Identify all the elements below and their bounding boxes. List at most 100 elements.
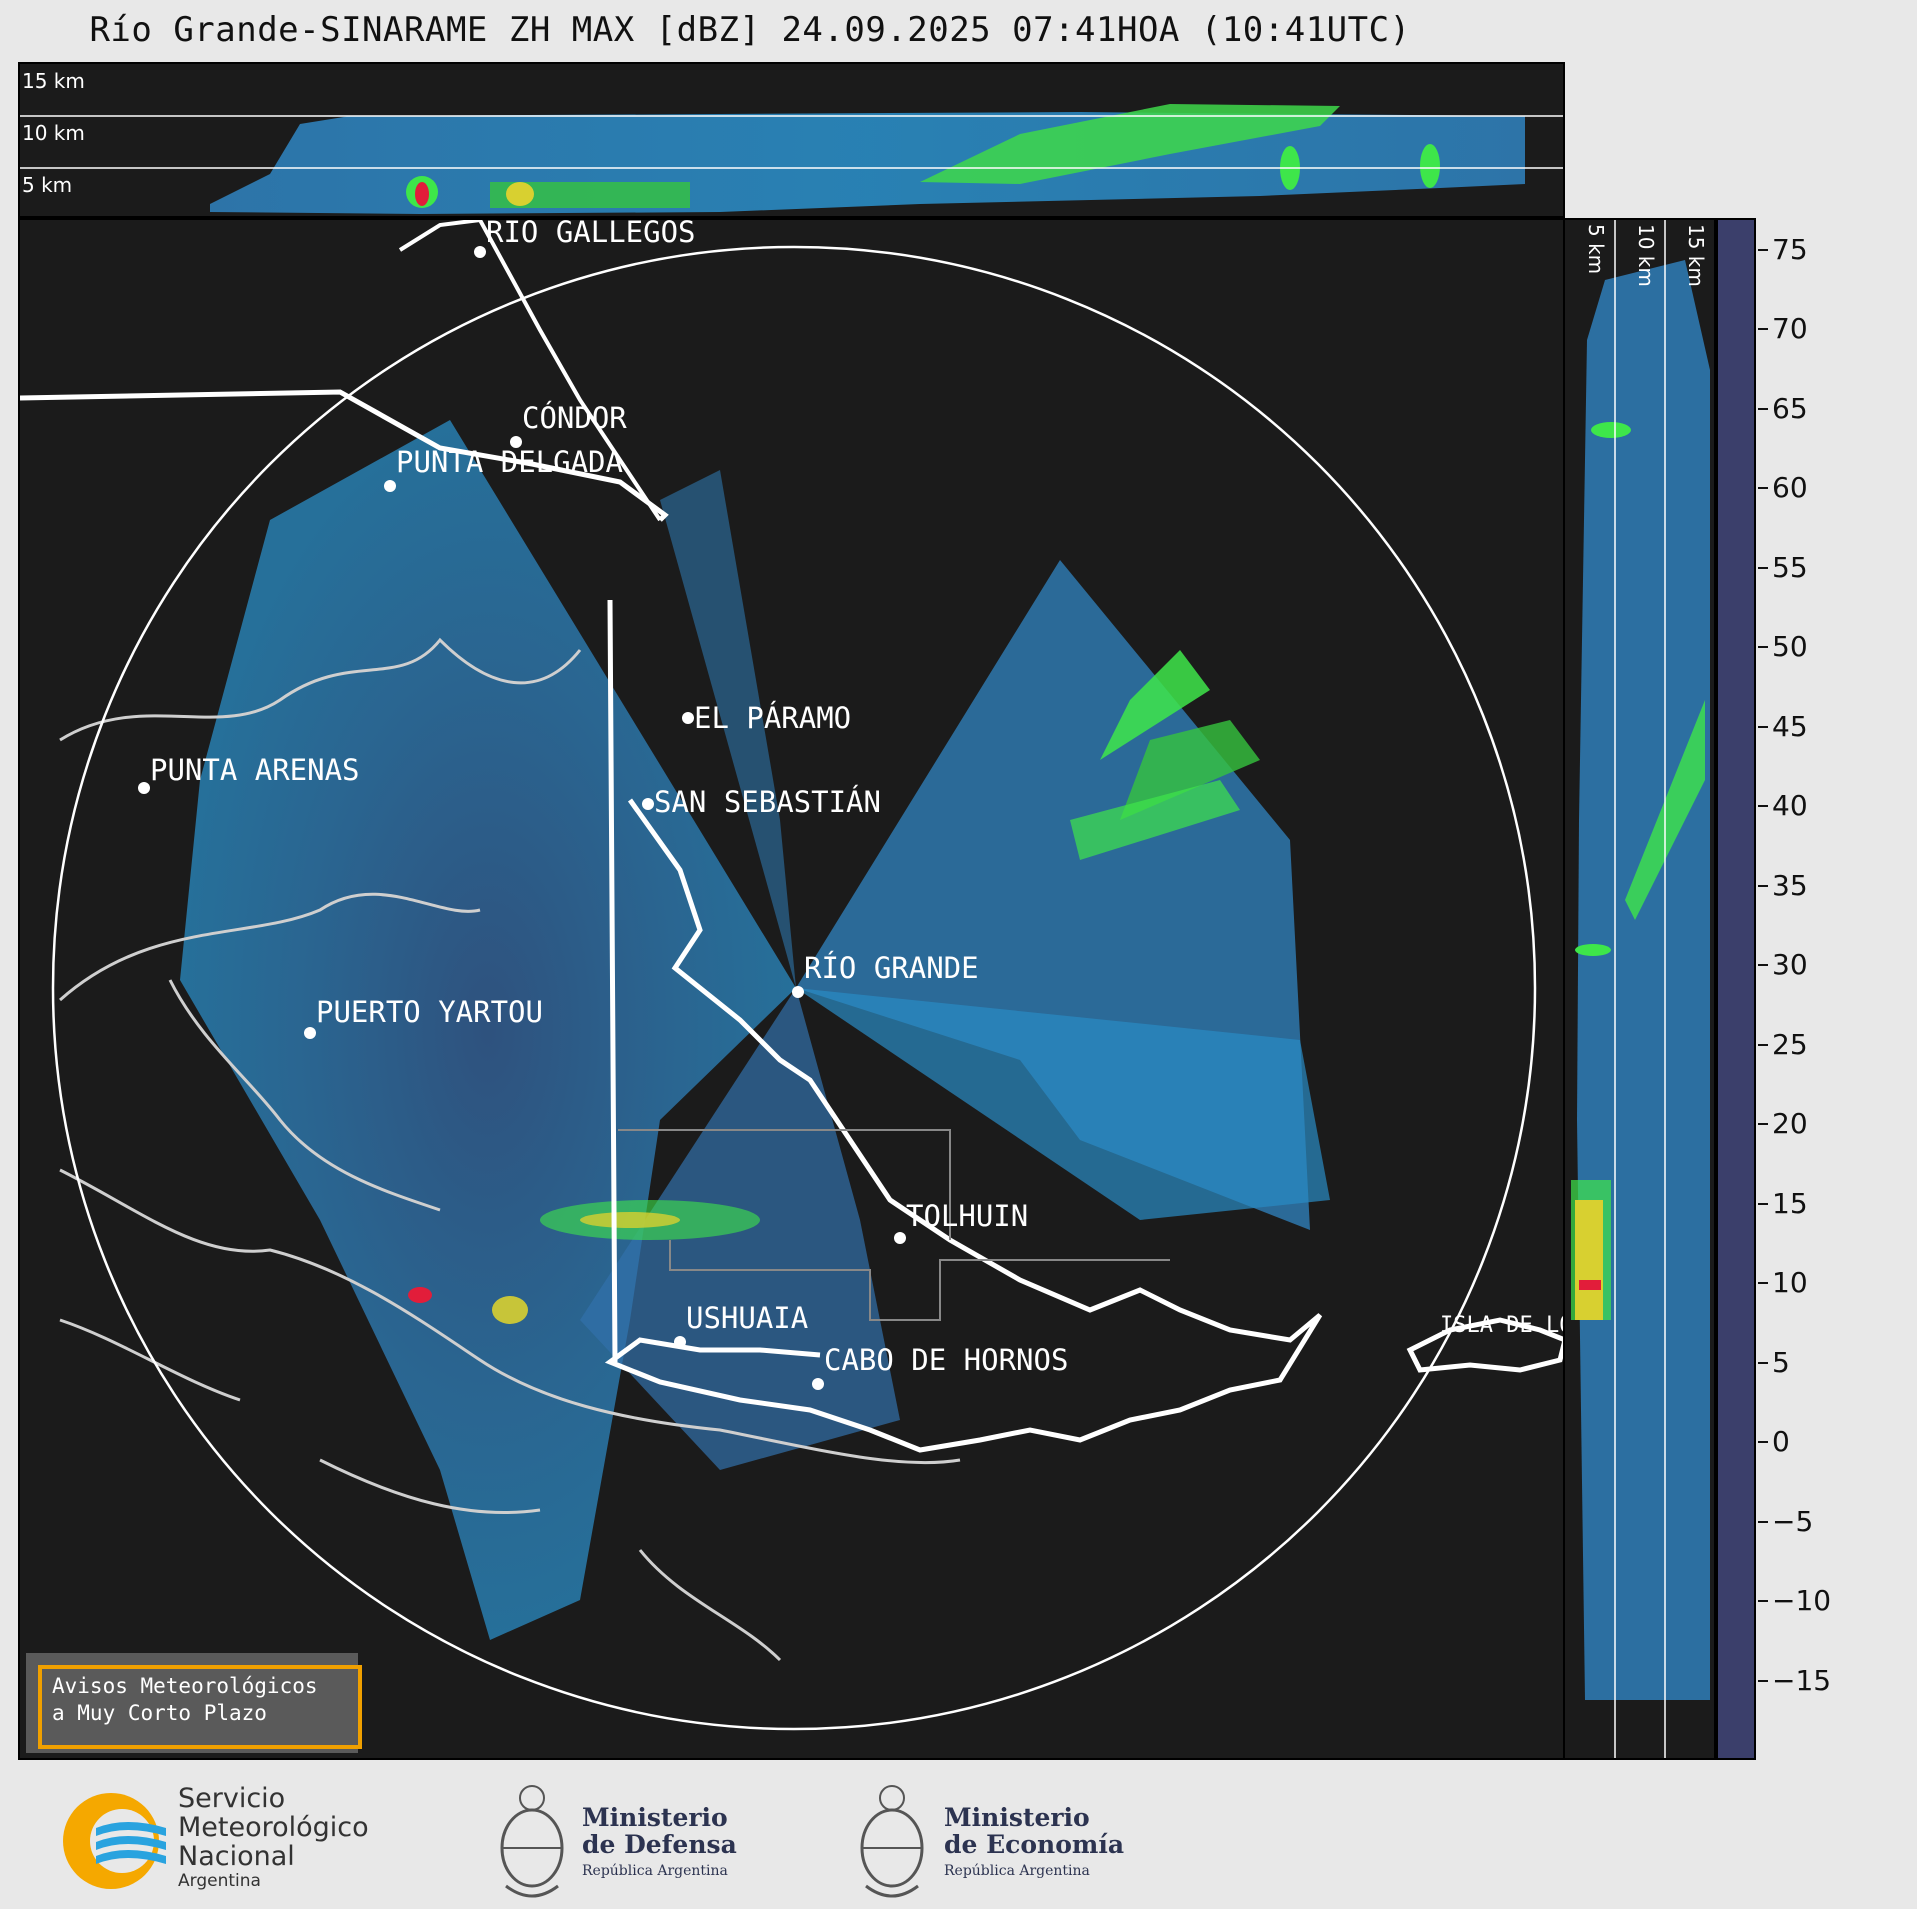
city-label-punta-delgada: PUNTA DELGADA <box>396 445 623 479</box>
city-dot-punta-delgada <box>384 480 396 492</box>
colorbar-tick-mark <box>1758 725 1768 728</box>
city-dot-rio-gallegos <box>474 246 486 258</box>
top-label-5km: 5 km <box>22 173 72 197</box>
economia-coat-of-arms-icon <box>860 1785 924 1898</box>
region-outline <box>618 1129 1170 1321</box>
top-label-10km: 10 km <box>22 121 85 145</box>
right-label-10km: 10 km <box>1634 224 1658 287</box>
right-label-15km: 15 km <box>1684 224 1708 287</box>
isla-de-los-estados <box>1406 1317 1563 1373</box>
city-label-san-sebastian: SAN SEBASTIÁN <box>654 785 881 819</box>
colorbar-tick-mark <box>1758 1123 1768 1126</box>
colorbar-tick-mark <box>1758 1520 1768 1523</box>
green-band-1 <box>1100 650 1210 760</box>
city-label-cabo-de-hornos: CABO DE HORNOS <box>824 1343 1068 1377</box>
economia-line-1: Ministerio <box>944 1803 1090 1832</box>
echo-north-spoke <box>660 470 796 988</box>
smn-line-3: Nacional <box>178 1841 295 1872</box>
colorbar-tick-label: 40 <box>1772 789 1808 823</box>
smn-logo-icon <box>63 1793 166 1889</box>
city-label-ushuaia: USHUAIA <box>686 1301 808 1335</box>
colorbar-tick-mark <box>1758 1361 1768 1364</box>
top-green-echo <box>920 104 1340 184</box>
defensa-coat-of-arms-icon <box>500 1785 564 1898</box>
logos-footer: Servicio Meteorológico Nacional Argentin… <box>0 1762 1917 1909</box>
yellow-band-south <box>580 1212 680 1228</box>
defensa-logo-text: Ministerio de Defensa República Argentin… <box>582 1804 737 1885</box>
city-dot-el-paramo <box>682 712 694 724</box>
smn-line-1: Servicio <box>178 1783 286 1814</box>
colorbar-tick-mark <box>1758 805 1768 808</box>
map-title: Río Grande-SINARAME ZH MAX [dBZ] 24.09.2… <box>89 10 1411 50</box>
colorbar-tick-label: 15 <box>1772 1186 1808 1220</box>
smn-logo-text: Servicio Meteorológico Nacional Argentin… <box>178 1784 369 1891</box>
colorbar-tick-label: −10 <box>1772 1584 1832 1618</box>
colorbar-tick-mark <box>1758 884 1768 887</box>
warning-line-1: Avisos Meteorológicos <box>52 1674 318 1698</box>
warning-box: Avisos Meteorológicos a Muy Corto Plazo <box>26 1653 362 1753</box>
city-dot-puerto-yartou <box>304 1027 316 1039</box>
right-red-echo <box>1579 1280 1601 1290</box>
smn-line-2: Meteorológico <box>178 1812 369 1843</box>
city-label-rio-grande: RÍO GRANDE <box>804 951 979 985</box>
coastline <box>59 637 961 1662</box>
city-dot-condor <box>510 436 522 448</box>
city-dot-ushuaia <box>674 1336 686 1348</box>
city-label-condor: CÓNDOR <box>522 401 627 435</box>
colorbar-tick-label: 10 <box>1772 1266 1808 1300</box>
colorbar-tick-mark <box>1758 407 1768 410</box>
colorbar-tick-mark <box>1758 328 1768 331</box>
radar-map-svg: RÍO GALLEGOS CÓNDOR PUNTA DELGADA EL PÁR… <box>20 220 1563 1731</box>
range-ring <box>51 245 1537 1731</box>
city-label-el-paramo: EL PÁRAMO <box>694 701 851 735</box>
colorbar-tick-mark <box>1758 1679 1768 1682</box>
city-label-tolhuin: TOLHUIN <box>906 1199 1028 1233</box>
right-label-5km: 5 km <box>1584 224 1608 274</box>
colorbar-tick-label: 70 <box>1772 312 1808 346</box>
warning-box-frame: Avisos Meteorológicos a Muy Corto Plazo <box>38 1665 362 1749</box>
economia-line-2: de Economía <box>944 1830 1125 1859</box>
right-green-cell-2 <box>1575 944 1611 956</box>
colorbar-tick-label: 55 <box>1772 550 1808 584</box>
top-core-inner <box>415 182 429 206</box>
defensa-line-2: de Defensa <box>582 1830 737 1859</box>
green-band-3 <box>1070 780 1240 860</box>
colorbar-tick-label: 50 <box>1772 630 1808 664</box>
colorbar-tick-mark <box>1758 1282 1768 1285</box>
economia-logo-text: Ministerio de Economía República Argenti… <box>944 1804 1124 1885</box>
colorbar-tick-label: 75 <box>1772 232 1808 266</box>
city-dot-cabo-de-hornos <box>812 1378 824 1390</box>
colorbar-tick-mark <box>1758 248 1768 251</box>
echo-west-sector <box>180 420 796 1640</box>
top-cross-section-panel: 15 km 10 km 5 km <box>18 62 1565 218</box>
colorbar-tick-label: 35 <box>1772 868 1808 902</box>
colorbar-tick-label: 30 <box>1772 948 1808 982</box>
warning-line-2: a Muy Corto Plazo <box>52 1701 267 1725</box>
economia-line-3: República Argentina <box>944 1863 1090 1879</box>
top-echo-area <box>210 112 1525 214</box>
colorbar-tick-mark <box>1758 1600 1768 1603</box>
colorbar-tick-label: 20 <box>1772 1107 1808 1141</box>
city-dot-rio-grande <box>792 986 804 998</box>
colorbar-tick-label: −5 <box>1772 1504 1814 1538</box>
colorbar-tick-label: 0 <box>1772 1425 1790 1459</box>
colorbar <box>1716 218 1756 1760</box>
city-dot-punta-arenas <box>138 782 150 794</box>
city-label-puerto-yartou: PUERTO YARTOU <box>316 995 543 1029</box>
north-coast <box>398 220 662 522</box>
city-dot-san-sebastian <box>642 798 654 810</box>
green-band-2 <box>1120 720 1260 820</box>
right-yellow-echo <box>1575 1200 1603 1320</box>
right-echo-area <box>1577 260 1710 1700</box>
city-markers <box>138 246 906 1390</box>
echo-east-low-sector <box>796 988 1330 1220</box>
city-dot-tolhuin <box>894 1232 906 1244</box>
city-label-punta-arenas: PUNTA ARENAS <box>150 753 360 787</box>
top-green-cell-2 <box>1420 144 1440 188</box>
colorbar-tick-mark <box>1758 1043 1768 1046</box>
colorbar-tick-label: 5 <box>1772 1345 1790 1379</box>
colorbar-tick-label: −15 <box>1772 1663 1832 1697</box>
yellow-cell-southwest <box>492 1296 528 1324</box>
colorbar-tick-label: 60 <box>1772 471 1808 505</box>
red-cell-southwest <box>408 1287 432 1303</box>
